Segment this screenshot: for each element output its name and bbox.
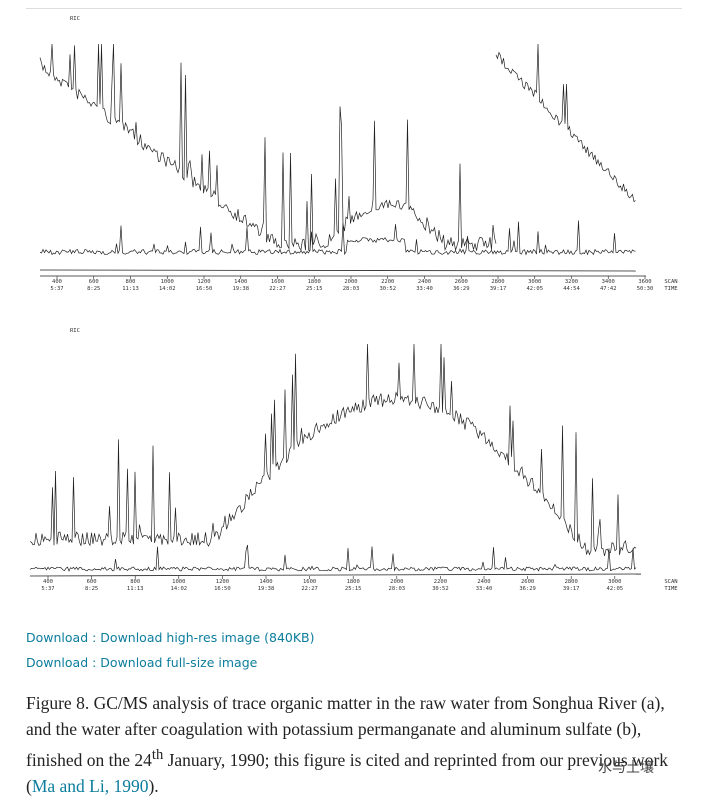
tick-scan: 1400 (259, 579, 272, 585)
divider (26, 8, 682, 9)
tick-time: 30:52 (379, 286, 396, 292)
tick-scan: 400 (43, 579, 53, 585)
figure: RICRIC4005:376008:2580011:13100014:02120… (29, 16, 678, 592)
tick-time: 19:38 (258, 586, 275, 592)
tick-scan: 2400 (477, 579, 490, 585)
tick-time: 8:25 (85, 586, 98, 592)
tick-time: 28:03 (389, 586, 406, 592)
tick-scan: 2800 (491, 279, 504, 285)
tick-scan: 1800 (308, 279, 321, 285)
axis-label: TIME (664, 586, 677, 592)
tick-scan: 2200 (434, 579, 447, 585)
tick-time: 22:27 (269, 286, 286, 292)
tick-scan: 2000 (344, 279, 357, 285)
tick-time: 8:25 (87, 286, 100, 292)
tick-time: 25:15 (306, 286, 323, 292)
axis-label: SCAN (664, 279, 677, 285)
tick-scan: 2000 (390, 579, 403, 585)
tick-time: 33:40 (476, 586, 493, 592)
tick-time: 5:37 (50, 286, 63, 292)
chromatogram-trace (495, 43, 636, 203)
tick-scan: 3000 (528, 279, 541, 285)
tick-time: 42:05 (607, 586, 624, 592)
tick-time: 19:38 (232, 286, 249, 292)
chromatogram-trace (39, 220, 636, 256)
reference-link[interactable]: Ma and Li, 1990 (31, 775, 149, 796)
caption-text: Figure 8. GC/MS analysis of trace organi… (26, 693, 665, 770)
axis-label: SCAN (664, 579, 677, 585)
tick-scan: 1200 (197, 279, 210, 285)
axis (29, 573, 642, 577)
tick-time: 47:42 (600, 286, 617, 292)
tick-time: 11:13 (122, 286, 139, 292)
tick-time: 16:50 (196, 286, 213, 292)
tick-scan: 1000 (172, 579, 185, 585)
caption-text: ). (148, 775, 159, 796)
tick-scan: 1000 (161, 279, 174, 285)
download-link[interactable]: Download : Download full-size image (26, 655, 258, 670)
chromatogram-trace (29, 343, 637, 556)
tick-scan: 2600 (455, 279, 468, 285)
tick-scan: 800 (130, 579, 140, 585)
tick-scan: 3400 (602, 279, 615, 285)
tick-time: 33:40 (416, 286, 433, 292)
tick-time: 42:05 (526, 286, 543, 292)
tick-scan: 400 (52, 279, 62, 285)
tick-scan: 2600 (521, 579, 534, 585)
tick-time: 14:02 (171, 586, 188, 592)
tick-scan: 1600 (303, 579, 316, 585)
tick-scan: 1600 (271, 279, 284, 285)
tick-time: 5:37 (41, 586, 54, 592)
tick-time: 11:13 (127, 586, 144, 592)
tick-time: 30:52 (432, 586, 449, 592)
tick-time: 14:02 (159, 286, 176, 292)
tick-scan: 3600 (638, 279, 651, 285)
tick-scan: 3200 (565, 279, 578, 285)
chromatogram-trace (29, 544, 637, 572)
tick-scan: 1200 (216, 579, 229, 585)
tick-time: 36:29 (453, 286, 470, 292)
tick-scan: 600 (87, 579, 97, 585)
tick-time: 50:30 (637, 286, 654, 292)
tick-scan: 2800 (565, 579, 578, 585)
tick-scan: 3000 (608, 579, 621, 585)
caption-sup: th (151, 747, 164, 763)
download-link[interactable]: Download : Download high-res image (840K… (26, 630, 315, 645)
ric-label: RIC (70, 16, 80, 22)
caption: Figure 8. GC/MS analysis of trace organi… (26, 690, 686, 799)
tick-time: 22:27 (301, 586, 318, 592)
axis-label: TIME (664, 286, 677, 292)
tick-scan: 1400 (234, 279, 247, 285)
ric-label: RIC (70, 328, 80, 334)
tick-time: 25:15 (345, 586, 362, 592)
caption-text: January, 1990; this figure is cited and … (26, 749, 669, 796)
tick-scan: 2200 (381, 279, 394, 285)
watermark: 水与土壤 (598, 760, 654, 776)
tick-time: 36:29 (519, 586, 536, 592)
tick-time: 39:17 (490, 286, 507, 292)
baseline (39, 269, 637, 272)
tick-scan: 600 (89, 279, 99, 285)
tick-time: 44:54 (563, 286, 580, 292)
chromatogram-trace (39, 43, 497, 251)
tick-scan: 1800 (347, 579, 360, 585)
tick-time: 16:50 (214, 586, 231, 592)
tick-time: 28:03 (343, 286, 360, 292)
tick-scan: 800 (126, 279, 136, 285)
tick-time: 39:17 (563, 586, 580, 592)
tick-scan: 2400 (418, 279, 431, 285)
